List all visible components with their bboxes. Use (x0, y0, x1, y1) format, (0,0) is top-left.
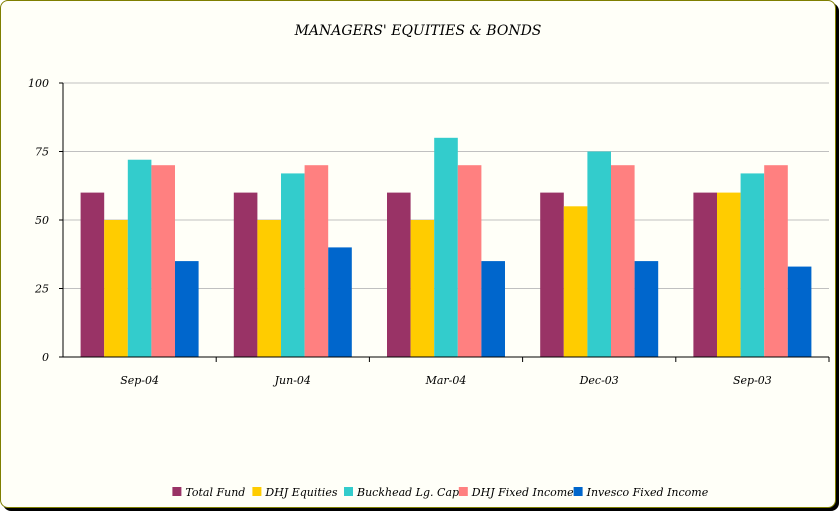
bar (717, 192, 741, 357)
y-tick-label: 75 (35, 146, 49, 159)
legend-label: DHJ Fixed Income (471, 486, 574, 499)
bar (481, 261, 505, 357)
y-tick-label: 0 (42, 351, 49, 364)
x-tick-label: Jun-04 (273, 374, 311, 387)
legend-label: DHJ Equities (264, 486, 337, 499)
bar (764, 165, 788, 357)
legend-swatch (252, 487, 262, 496)
bar (634, 261, 659, 357)
bar (587, 151, 611, 357)
x-tick-label: Sep-04 (120, 374, 159, 387)
bar (410, 220, 435, 357)
bar (540, 192, 564, 357)
bar (151, 165, 175, 357)
bar (281, 173, 305, 357)
bar (257, 220, 281, 357)
bar (434, 137, 458, 357)
bar (104, 220, 128, 357)
legend-swatch (458, 487, 468, 496)
x-tick-label: Mar-04 (425, 374, 467, 387)
bar (387, 192, 411, 357)
bar (787, 266, 812, 357)
y-tick-label: 25 (34, 283, 49, 296)
bar (127, 159, 152, 357)
bar (233, 192, 258, 357)
x-tick-label: Dec-03 (579, 374, 619, 387)
legend-label: Total Fund (185, 486, 245, 499)
y-tick-label: 50 (35, 214, 49, 227)
bar (611, 165, 635, 357)
y-tick-labels: 0 25 50 75 100 (28, 77, 49, 364)
bars (80, 137, 812, 357)
x-tick-label: Sep-03 (733, 374, 772, 387)
legend-swatch (573, 487, 583, 496)
bar (328, 247, 352, 357)
bar (175, 261, 199, 357)
legend-swatch (172, 487, 182, 496)
bar (740, 173, 765, 357)
axes (59, 82, 830, 362)
legend-swatch (344, 487, 353, 496)
legend-label: Invesco Fixed Income (586, 486, 709, 499)
bar (457, 165, 482, 357)
bar (304, 165, 329, 357)
legend: Total Fund DHJ Equities Buckhead Lg. Cap DH… (172, 486, 709, 499)
y-tick-label: 100 (28, 77, 49, 90)
legend-label: Buckhead Lg. Cap (356, 486, 459, 499)
bar (693, 192, 717, 357)
chart-title: MANAGERS' EQUITIES & BONDS (294, 23, 542, 39)
bar (563, 206, 588, 357)
x-tick-labels: Sep-04 Jun-04 Mar-04 Dec-03 Sep-03 (120, 374, 772, 387)
bar (80, 192, 105, 357)
